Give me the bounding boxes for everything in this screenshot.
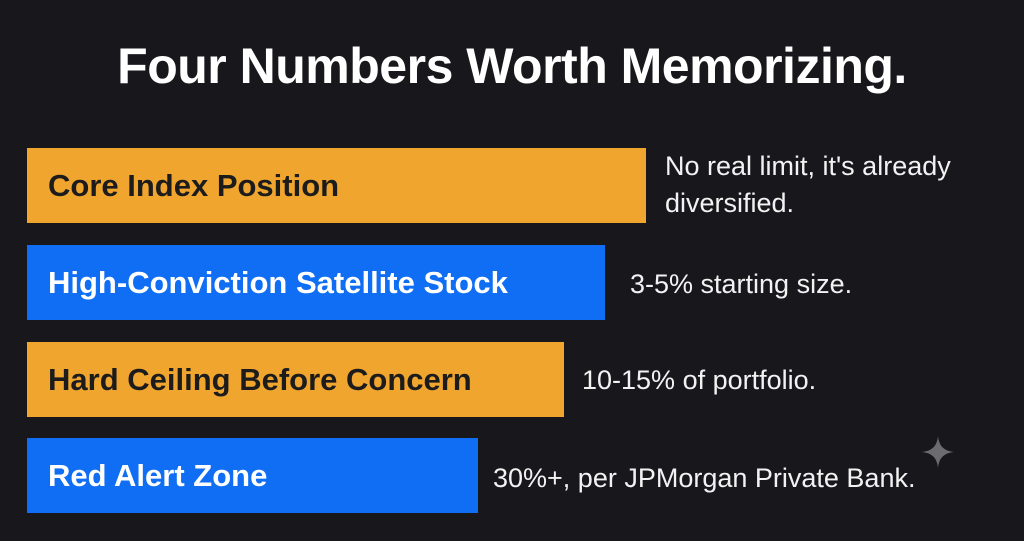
bar: Hard Ceiling Before Concern (27, 342, 564, 417)
note: 3-5% starting size. (630, 269, 853, 299)
bar: Red Alert Zone (27, 438, 478, 513)
note: No real limit, it's already diversified. (665, 151, 951, 218)
sparkle (922, 436, 954, 468)
note: 30%+, per JPMorgan Private Bank. (493, 463, 916, 493)
bar: High-Conviction Satellite Stock (27, 245, 605, 320)
bar: Core Index Position (27, 148, 646, 223)
sparkle-icon (922, 436, 954, 468)
note: 10-15% of portfolio. (582, 365, 817, 395)
title: Four Numbers Worth Memorizing. (117, 38, 907, 94)
